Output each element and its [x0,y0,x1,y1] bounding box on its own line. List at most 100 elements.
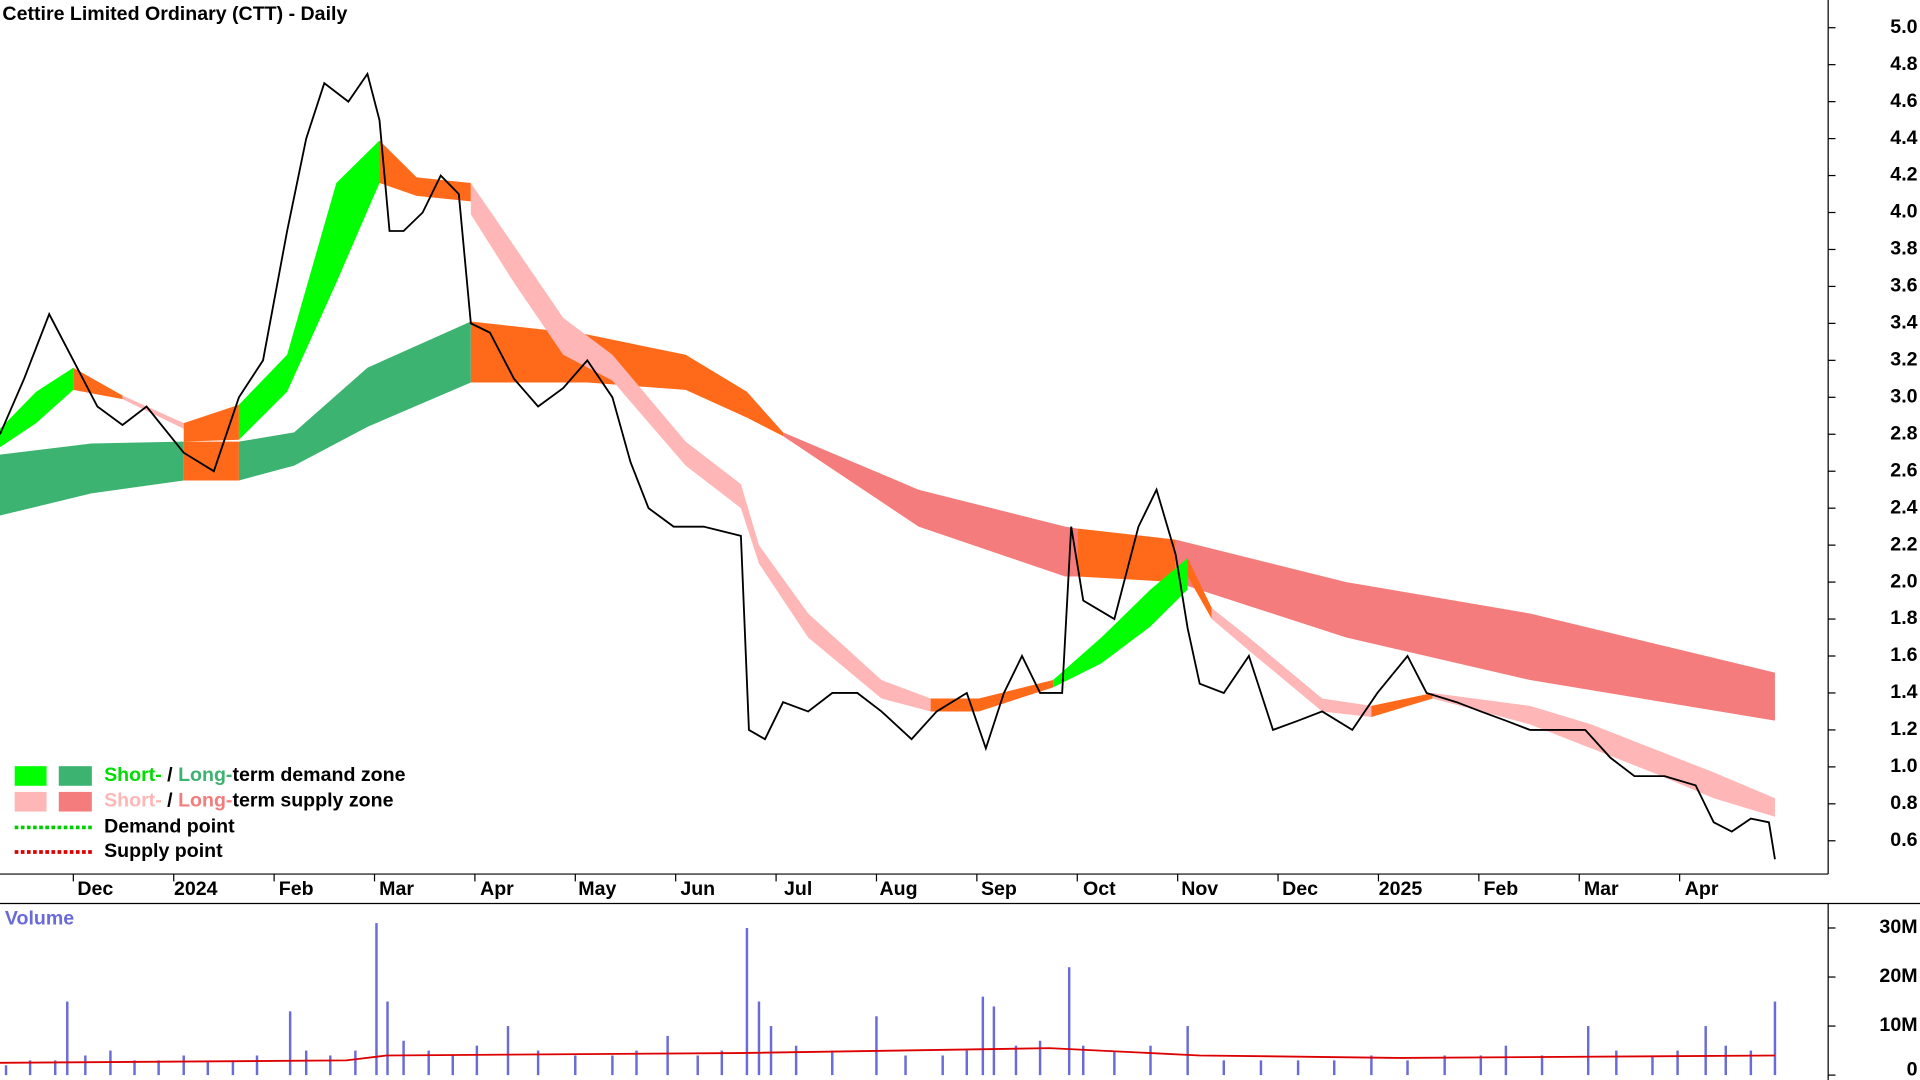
zone-band [73,367,123,400]
legend-swatch [58,766,92,786]
y-tick-label: 2.0 [1890,570,1917,592]
legend-label: Supply point [104,840,223,862]
volume-bar [941,1055,944,1076]
y-tick-label: 4.6 [1890,90,1917,112]
volume-bar [506,1026,510,1076]
zone-band [1371,692,1433,717]
volume-bar [53,1060,57,1076]
volume-bar [992,1006,996,1076]
zone-band [1053,558,1188,688]
legend-long: Long- [178,764,232,786]
zone-band [379,140,471,202]
zone-band [183,441,239,481]
volume-bar [1082,1045,1085,1076]
volume-bar [4,1065,8,1076]
volume-bar [402,1040,405,1076]
volume-bar [1186,1026,1189,1076]
x-tick-label: Nov [1181,878,1218,900]
zone-band [1077,528,1176,583]
legend-short: Short- [104,790,162,812]
volume-bar [1038,1040,1042,1076]
x-tick-label: Apr [1685,878,1719,900]
legend-label: Short- / Long-term supply zone [104,790,394,812]
volume-bar [133,1060,136,1076]
volume-bar [329,1055,332,1076]
legend-swatch [14,791,47,812]
volume-bar [1406,1060,1409,1076]
volume-bar [1704,1026,1707,1076]
volume-title: Volume [5,908,74,930]
volume-bar [696,1055,699,1076]
zone-band [1432,692,1775,817]
volume-bar [1651,1055,1654,1076]
y-tick-label: 2.6 [1890,459,1917,481]
volume-bar [28,1060,32,1076]
legend-rest: term supply zone [232,790,393,812]
chart-title: Cettire Limited Ordinary (CTT) - Daily [2,3,347,25]
zone-band [0,367,74,448]
volume-bar [255,1055,259,1076]
volume-bar [965,1050,969,1076]
legend-long: Long- [178,790,232,812]
x-tick-label: Dec [77,878,113,900]
zone-band [122,395,184,429]
zone-band [930,680,1054,712]
volume-bar [720,1050,724,1076]
volume-bar [745,927,749,1076]
volume-bar [1370,1055,1373,1076]
volume-average [0,1047,1775,1064]
volume-bar [1615,1050,1618,1076]
volume-bar [981,996,985,1076]
y-tick-label: 0 [1907,1058,1918,1080]
y-tick-label: 3.0 [1890,385,1917,407]
zone-band [1175,539,1775,721]
volume-bar [611,1055,614,1076]
legend-label: Demand point [104,816,235,838]
volume-bar [1259,1060,1263,1076]
zone-band [1211,607,1372,717]
volume-bar [1067,967,1071,1076]
y-tick-label: 0.6 [1890,829,1917,851]
volume-bar [1014,1045,1018,1076]
y-tick-label: 10M [1879,1014,1917,1036]
volume-bar [66,1001,69,1076]
x-tick-label: Apr [480,878,514,900]
volume-bar [1724,1045,1727,1076]
zone-band [1187,558,1212,620]
x-tick-label: Feb [279,878,314,900]
volume-bar [1504,1045,1508,1076]
price-line [0,71,1776,860]
x-tick-label: Mar [379,878,414,900]
y-tick-label: 5.0 [1890,16,1917,38]
volume-bar [1443,1055,1446,1076]
volume-bar [304,1050,308,1076]
volume-bar [375,923,378,1076]
zone-band [0,441,184,516]
x-tick-label: Mar [1584,878,1619,900]
y-tick-label: 4.4 [1890,127,1917,149]
volume-bar [427,1050,430,1076]
y-tick-label: 3.2 [1890,349,1917,371]
volume-bar [1749,1050,1753,1076]
y-tick-label: 1.2 [1890,718,1917,740]
volume-bar [635,1050,638,1076]
volume-bar [904,1055,907,1076]
x-tick-label: 2024 [174,878,218,900]
legend-swatch [58,791,92,812]
legend-swatch [14,766,47,786]
volume-bar [206,1060,210,1076]
volume-bar [1479,1055,1483,1076]
zone-band [783,432,1078,577]
y-tick-label: 30M [1879,916,1917,938]
y-tick-label: 20M [1879,965,1917,987]
volume-bar [1540,1055,1544,1076]
x-tick-label: Dec [1282,878,1318,900]
x-tick-label: Oct [1083,878,1116,900]
y-tick-label: 2.2 [1890,533,1917,555]
x-tick-label: Sep [981,878,1017,900]
y-tick-label: 3.8 [1890,238,1917,260]
y-tick-label: 4.0 [1890,201,1917,223]
y-tick-label: 0.8 [1890,792,1917,814]
x-tick-label: Jul [784,878,812,900]
